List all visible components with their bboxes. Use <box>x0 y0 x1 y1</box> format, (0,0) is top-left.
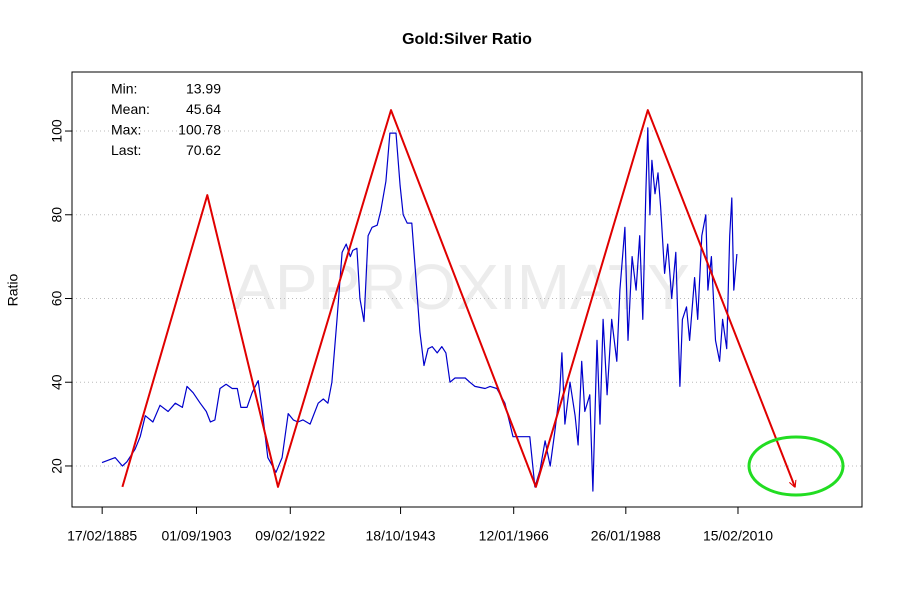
data-line <box>101 127 738 492</box>
watermark: APPROXIMATY <box>232 251 690 323</box>
x-tick-label: 01/09/1903 <box>161 528 231 544</box>
stat-value: 100.78 <box>178 122 221 138</box>
y-tick-label: 100 <box>49 119 65 143</box>
target-ellipse <box>747 435 845 497</box>
plot-layer: 20 40 60 80 100 17/02/1885 01/09/1903 09/02/192… <box>49 81 862 544</box>
y-axis-label: Ratio <box>5 273 21 306</box>
chart-title: Gold:Silver Ratio <box>402 31 532 48</box>
stat-value: 45.64 <box>186 101 221 117</box>
x-tick-label: 18/10/1943 <box>366 528 436 544</box>
y-tick-label: 40 <box>49 374 65 390</box>
x-tick-label: 17/02/1885 <box>67 528 137 544</box>
x-tick-label: 15/02/2010 <box>703 528 773 544</box>
stat-value: 70.62 <box>186 142 221 158</box>
trend-line <box>121 109 795 487</box>
y-tick-label: 80 <box>49 207 65 223</box>
plot-frame <box>71 71 863 508</box>
stat-value: 13.99 <box>186 81 221 97</box>
y-tick-label: 60 <box>49 291 65 307</box>
stat-label: Max: <box>111 122 141 138</box>
x-tick-label: 26/01/1988 <box>591 528 661 544</box>
x-tick-label: 09/02/1922 <box>255 528 325 544</box>
stat-label: Last: <box>111 142 141 158</box>
stat-label: Mean: <box>111 101 150 117</box>
stat-label: Min: <box>111 81 137 97</box>
x-tick-label: 12/01/1966 <box>479 528 549 544</box>
y-tick-label: 20 <box>49 458 65 474</box>
